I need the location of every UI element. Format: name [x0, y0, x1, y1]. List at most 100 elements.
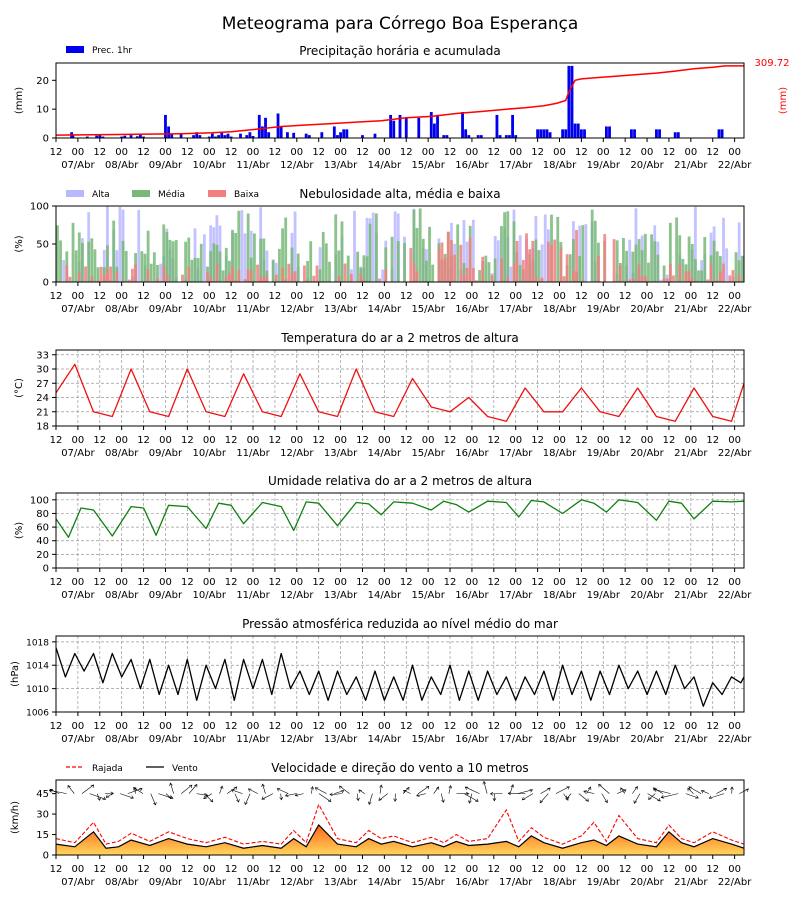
- temp-xtick-label: 12: [487, 435, 500, 446]
- wind-arrow-head: [168, 795, 172, 799]
- wind-xtick-label: 00: [509, 864, 522, 875]
- wind-xtick-label: 12: [137, 864, 150, 875]
- clouds-xtick-label: 00: [422, 291, 435, 302]
- humidity-xtick-label: 00: [72, 577, 85, 588]
- wind-arrow-head: [425, 785, 430, 790]
- wind-arrow-head: [529, 788, 534, 793]
- cloud-bar-média: [149, 263, 153, 282]
- cloud-bar-média: [700, 270, 704, 282]
- precip-ytick-label: 0: [43, 134, 49, 145]
- wind-arrow-head: [521, 796, 526, 801]
- precip-bar: [217, 135, 221, 138]
- temp-xtick-label: 12: [575, 435, 588, 446]
- cloud-bar-baixa: [565, 254, 569, 282]
- cloud-bar-média: [237, 210, 241, 282]
- wind-day-label: 07/Abr: [61, 877, 95, 888]
- cloud-bar-baixa: [409, 248, 413, 282]
- wind-arrow-head: [653, 788, 658, 792]
- wind-direction-arrow: [310, 786, 313, 794]
- pressure-xtick-label: 12: [531, 721, 544, 732]
- cloud-bar-baixa: [446, 231, 450, 282]
- wind-direction-arrow: [96, 793, 100, 801]
- precip-xtick-label: 00: [378, 147, 391, 158]
- wind-xtick-label: 12: [269, 864, 282, 875]
- precip-bar: [167, 126, 170, 138]
- cloud-bar-baixa: [68, 276, 72, 282]
- humidity-day-label: 18/Abr: [543, 590, 577, 601]
- wind-ytick-label: 45: [36, 789, 49, 800]
- cloud-bar-média: [572, 239, 575, 282]
- cloud-bar-média: [90, 238, 94, 282]
- temp-xtick-label: 12: [400, 435, 413, 446]
- precip-day-label: 15/Abr: [411, 160, 445, 171]
- wind-arrow-head: [204, 793, 209, 797]
- plot-frame: [55, 62, 745, 139]
- wind-arrow-head: [657, 798, 661, 802]
- cloud-bar-média: [396, 241, 400, 282]
- clouds-xtick-label: 00: [597, 291, 610, 302]
- wind-direction-arrow: [329, 793, 342, 795]
- wind-xtick-label: 00: [72, 864, 85, 875]
- pressure-ytick-label: 1010: [26, 685, 49, 695]
- cloud-bar-baixa: [665, 278, 669, 282]
- humidity-xtick-label: 00: [378, 577, 391, 588]
- precip-bar: [214, 136, 217, 138]
- humidity-day-label: 07/Abr: [61, 590, 95, 601]
- precip-bar: [539, 129, 543, 138]
- humidity-xtick-label: 00: [728, 577, 741, 588]
- cloud-bar-baixa: [246, 269, 250, 282]
- cloud-bar-baixa: [312, 275, 316, 282]
- wind-direction-arrow: [262, 784, 266, 794]
- pressure-day-label: 22/Abr: [718, 734, 752, 745]
- cloud-bar-média: [503, 212, 507, 282]
- cloud-bar-alta: [578, 225, 582, 282]
- wind-xtick-label: 12: [619, 864, 632, 875]
- pressure-day-label: 21/Abr: [674, 734, 708, 745]
- wind-day-label: 12/Abr: [280, 877, 314, 888]
- precip-bar: [548, 132, 552, 138]
- pressure-day-label: 13/Abr: [324, 734, 358, 745]
- cloud-legend-swatch: [132, 190, 150, 197]
- cloud-bar-baixa: [637, 264, 641, 282]
- cloud-bar-baixa: [99, 266, 103, 282]
- temp-xtick-label: 00: [247, 435, 260, 446]
- wind-direction-arrow: [555, 786, 570, 794]
- cloud-bar-média: [703, 237, 707, 282]
- cloud-bar-média: [199, 243, 203, 282]
- cloud-bar-média: [500, 226, 503, 282]
- wind-day-label: 16/Abr: [455, 877, 489, 888]
- humidity-day-label: 08/Abr: [105, 590, 139, 601]
- cloud-bar-baixa: [468, 237, 472, 282]
- clouds-xtick-label: 12: [137, 291, 150, 302]
- wind-arrow-head: [660, 795, 665, 799]
- cloud-bar-baixa: [231, 265, 234, 282]
- clouds-day-label: 22/Abr: [718, 304, 752, 315]
- cloud-bar-média: [374, 213, 378, 282]
- precip-bar: [717, 129, 721, 138]
- humidity-title: Umidade relativa do ar a 2 metros de alt…: [268, 474, 532, 488]
- cloud-bar-média: [121, 240, 125, 282]
- humidity-day-label: 22/Abr: [718, 590, 752, 601]
- precip-bar: [71, 135, 75, 138]
- wind-arrow-head: [604, 799, 608, 804]
- cloud-bar-baixa: [287, 263, 291, 282]
- pressure-xtick-label: 12: [400, 721, 413, 732]
- wind-arrow-head: [492, 798, 497, 802]
- wind-direction-arrow: [687, 787, 694, 794]
- precip-xtick-label: 00: [203, 147, 216, 158]
- cloud-bar-baixa: [281, 267, 284, 282]
- cloud-bar-média: [622, 237, 625, 282]
- cloud-bar-média: [418, 208, 422, 282]
- pressure-panel: Pressão atmosférica reduzida ao nível mé…: [10, 617, 752, 745]
- cloud-bar-média: [740, 255, 744, 282]
- wind-arrow-head: [97, 797, 101, 801]
- cloud-bar-alta: [365, 217, 369, 282]
- temp-xtick-label: 00: [203, 435, 216, 446]
- cloud-bar-baixa: [215, 263, 219, 282]
- wind-direction-arrow: [234, 793, 239, 803]
- temp-xtick-label: 00: [509, 435, 522, 446]
- wind-ytick-label: 15: [36, 830, 49, 841]
- wind-xtick-label: 12: [663, 864, 676, 875]
- wind-direction-arrow: [49, 790, 67, 794]
- precip-xtick-label: 12: [269, 147, 282, 158]
